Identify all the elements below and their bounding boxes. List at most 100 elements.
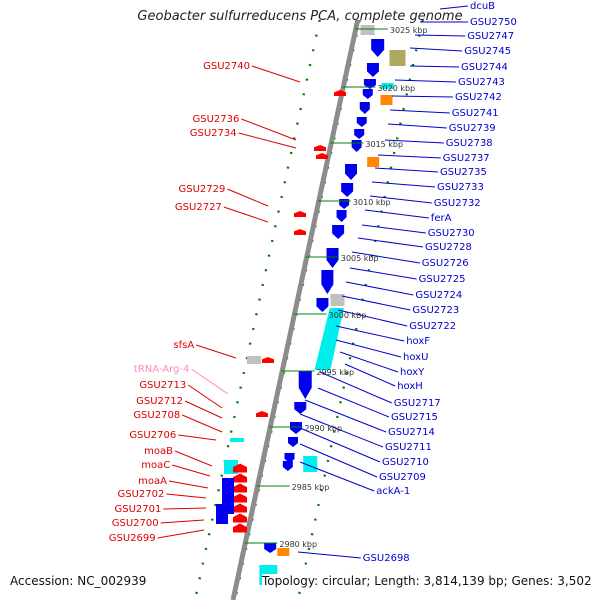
gene-arrow-forward <box>345 164 358 180</box>
scale-labels: 3025 kbp 3020 kbp 3015 kbp 3010 kbp 3005 kbp… <box>244 26 428 549</box>
gene-arrow-reverse <box>334 90 346 96</box>
gene-label-left: GSU2708 <box>133 410 180 421</box>
leader-line <box>160 519 205 524</box>
backbone-group <box>230 19 361 600</box>
gene-label-left: GSU2702 <box>118 489 165 500</box>
gray-box <box>360 25 375 35</box>
gene-label-right: GSU2725 <box>419 274 466 285</box>
gene-arrow-forward <box>341 183 354 197</box>
leader-line <box>238 132 297 149</box>
leader-line <box>377 154 441 159</box>
gene-label-right: GSU2717 <box>394 398 441 409</box>
leader-line <box>187 384 223 409</box>
gene-label-left: GSU2736 <box>193 114 240 125</box>
leader-line <box>369 195 432 204</box>
gene-arrow-forward <box>332 225 345 239</box>
leader-line <box>184 400 223 419</box>
gray-box <box>247 356 261 364</box>
leader-line <box>389 109 450 114</box>
gene-label-right: GSU2741 <box>452 108 499 119</box>
gene-label-right: GSU2722 <box>409 321 456 332</box>
gene-label-right: GSU2728 <box>425 242 472 253</box>
leader-line <box>191 368 229 395</box>
gene-label-right: GSU2709 <box>379 472 426 483</box>
gray-box <box>330 294 345 306</box>
leader-line <box>299 427 381 463</box>
scale-label: 2995 kbp <box>316 368 354 377</box>
gene-label-right: GSU2747 <box>467 31 514 42</box>
gene-label-right: GSU2711 <box>385 442 432 453</box>
gene-label-right: GSU2750 <box>470 17 517 28</box>
orange-box <box>367 157 380 167</box>
gene-label-left: sfsA <box>173 340 194 351</box>
gene-arrow-reverse <box>233 523 247 533</box>
gene-label-left: tRNA-Arg-4 <box>134 364 189 375</box>
leader-line <box>439 5 469 10</box>
gene-arrow-forward <box>321 270 334 294</box>
leader-line <box>319 371 392 404</box>
leader-line <box>178 434 217 441</box>
gene-label-left: GSU2701 <box>115 504 162 515</box>
gene-label-left: moaB <box>144 446 173 457</box>
gene-arrow-forward <box>289 422 302 434</box>
gene-label-left: GSU2729 <box>179 184 226 195</box>
olive-box <box>389 50 406 66</box>
leader-line <box>335 339 402 358</box>
gene-label-left: GSU2706 <box>129 430 176 441</box>
leader-line <box>297 551 361 559</box>
scale-label: 3010 kbp <box>353 198 391 207</box>
label-leader-lines <box>157 5 469 559</box>
leader-line <box>344 363 396 387</box>
leader-line <box>409 47 463 52</box>
leader-line <box>166 493 207 499</box>
gene-arrow-forward <box>294 402 307 414</box>
gene-label-right: GSU2714 <box>388 427 435 438</box>
topology-text: Topology: circular; Length: 3,814,139 bp… <box>262 574 592 588</box>
gene-label-right: GSU2723 <box>412 305 459 316</box>
leader-line <box>163 507 207 510</box>
gene-label-right: ackA-1 <box>376 486 410 497</box>
gene-arrow-reverse <box>314 145 326 151</box>
gene-label-left: GSU2700 <box>112 518 159 529</box>
gene-label-left: GSU2740 <box>203 61 250 72</box>
feature-track <box>216 25 406 585</box>
orange-box <box>380 95 393 105</box>
gene-label-right: GSU2737 <box>443 153 490 164</box>
leader-line <box>182 414 223 433</box>
leader-line <box>172 464 211 477</box>
scale-label: 2980 kbp <box>279 540 317 549</box>
gene-label-right: GSU2739 <box>449 123 496 134</box>
scale-label: 2990 kbp <box>304 424 342 433</box>
leader-line <box>394 79 457 83</box>
leader-line <box>371 181 436 188</box>
leader-line <box>339 351 399 373</box>
gene-label-right: GSU2715 <box>391 412 438 423</box>
gene-label-right: GSU2726 <box>422 258 469 269</box>
gene-arrow-reverse <box>233 463 247 473</box>
leader-line <box>387 123 447 129</box>
gene-label-right: GSU2733 <box>437 182 484 193</box>
leader-line <box>391 95 454 98</box>
leader-line <box>299 443 378 478</box>
gene-arrow-reverse <box>294 211 306 217</box>
leader-line <box>345 281 414 296</box>
leader-line <box>357 237 424 248</box>
gene-label-right: GSU2710 <box>382 457 429 468</box>
gene-arrow-forward <box>362 89 373 99</box>
backbone-line <box>230 19 361 600</box>
leader-line <box>174 450 213 467</box>
gene-labels: dcuB GSU2750 GSU2747 GSU2745 GSU2744 GSU2743 G… <box>109 1 517 564</box>
gene-arrow-forward <box>282 461 293 471</box>
gene-arrow-forward <box>287 437 298 447</box>
gene-arrow-forward <box>284 453 295 463</box>
gene-label-right: GSU2745 <box>464 46 511 57</box>
gene-label-left: GSU2699 <box>109 533 156 544</box>
cyan-box <box>230 438 244 442</box>
gene-label-right: GSU2732 <box>434 198 481 209</box>
gene-arrow-forward <box>354 129 365 139</box>
accession-text: Accession: NC_002939 <box>10 574 147 588</box>
gene-label-left: GSU2712 <box>136 396 183 407</box>
leader-line <box>374 167 439 173</box>
leader-line <box>196 344 237 359</box>
gene-label-left: GSU2727 <box>175 202 222 213</box>
